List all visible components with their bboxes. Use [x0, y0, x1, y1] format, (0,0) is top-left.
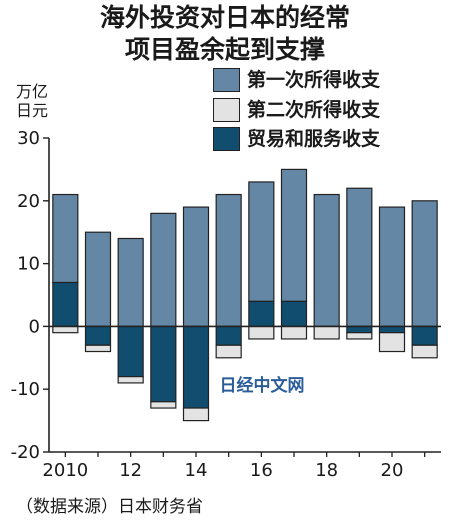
bar-segment-trade-2014: [182, 325, 210, 409]
y-tick-label: -10: [11, 379, 40, 400]
legend-swatch-secondary-income: [213, 98, 240, 122]
bar-segment-secondary-2011: [84, 344, 112, 353]
bar-segment-trade-2015: [215, 325, 242, 346]
bar-segment-primary-2011: [84, 231, 112, 327]
bar-segment-trade-2016: [248, 300, 275, 327]
bar-segment-secondary-2020: [378, 332, 406, 353]
bar-segment-trade-2011: [84, 325, 112, 346]
y-axis-unit-line-2: 日元: [16, 101, 49, 120]
x-tick-label: 20: [381, 460, 404, 481]
bar-segment-primary-2019: [346, 187, 373, 328]
x-tick-label: 18: [315, 460, 338, 481]
bar-segment-secondary-2013: [150, 401, 177, 409]
bar-segment-primary-2018: [313, 193, 340, 328]
chart-title-line-1: 海外投资对日本的经常: [99, 3, 350, 32]
y-tick-label: 20: [17, 191, 40, 212]
y-tick-label: 30: [17, 128, 40, 149]
bar-segment-secondary-2018: [313, 325, 340, 340]
bar-segment-primary-2016: [248, 181, 275, 302]
bar-segment-trade-2013: [150, 325, 177, 403]
bar-segment-primary-2014: [182, 206, 210, 328]
bar-segment-secondary-2014: [182, 407, 210, 422]
legend-label-trade-services: 贸易和服务收支: [247, 128, 381, 150]
y-tick-label: 0: [29, 316, 40, 337]
bar-segment-trade-2012: [117, 325, 144, 378]
x-tick-label: 12: [119, 460, 142, 481]
bar-segment-trade-2020: [378, 325, 406, 334]
y-tick-label: -20: [11, 442, 40, 463]
watermark-text: 日经中文网: [220, 375, 305, 396]
bar-segment-secondary-2010: [52, 325, 79, 334]
data-source-note: （数据来源）日本财务省: [16, 497, 203, 517]
bar-segment-primary-2013: [150, 212, 177, 328]
y-tick-label: 10: [17, 254, 40, 275]
x-tick-label: 2010: [42, 460, 88, 481]
bar-segment-trade-2019: [346, 325, 373, 334]
bar-segment-primary-2012: [117, 237, 144, 327]
bar-segment-secondary-2015: [215, 344, 242, 359]
chart-title-line-2: 项目盈余起到支撑: [124, 35, 325, 64]
bar-segment-secondary-2021: [411, 344, 438, 359]
bar-segment-primary-2021: [411, 200, 438, 328]
legend-label-primary-income: 第一次所得收支: [247, 69, 381, 91]
bar-segment-primary-2020: [378, 206, 406, 328]
bar-segment-secondary-2017: [280, 325, 308, 340]
bar-segment-secondary-2012: [117, 376, 144, 384]
bar-segment-trade-2021: [411, 325, 438, 346]
legend-swatch-primary-income: [213, 68, 240, 92]
bar-segment-primary-2017: [280, 168, 308, 302]
bar-segment-trade-2010: [52, 281, 79, 328]
legend-label-secondary-income: 第二次所得收支: [247, 99, 381, 121]
bar-segment-secondary-2016: [248, 325, 275, 340]
bar-segment-trade-2017: [280, 300, 308, 327]
bar-segment-secondary-2019: [346, 332, 373, 340]
bar-segment-primary-2010: [52, 193, 79, 284]
y-axis-unit-line-1: 万亿: [16, 82, 49, 101]
bar-segment-primary-2015: [215, 193, 242, 328]
x-tick-label: 14: [185, 460, 208, 481]
x-tick-label: 16: [250, 460, 273, 481]
legend-swatch-trade-services: [213, 127, 240, 151]
